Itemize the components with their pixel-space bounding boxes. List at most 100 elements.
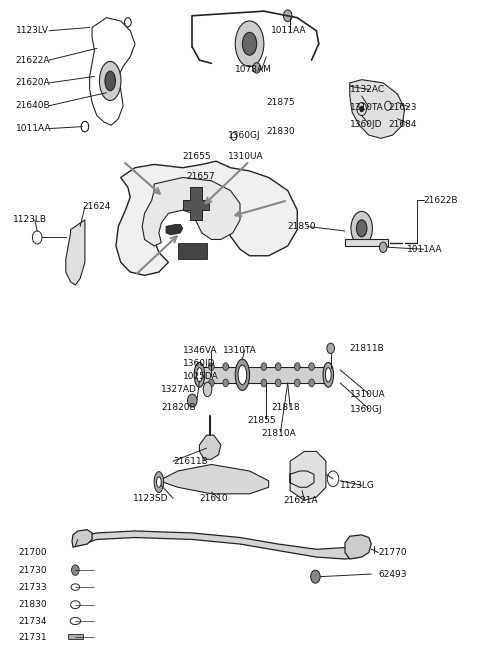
Text: 1123SD: 1123SD (132, 494, 168, 503)
Text: 21610: 21610 (199, 494, 228, 503)
Text: 21621A: 21621A (283, 496, 318, 505)
Bar (178, 243, 206, 259)
Circle shape (261, 379, 267, 387)
Circle shape (283, 10, 292, 22)
Text: 21655: 21655 (183, 152, 211, 161)
Circle shape (253, 63, 261, 73)
Polygon shape (75, 531, 364, 559)
Ellipse shape (197, 367, 202, 382)
Text: 21820B: 21820B (161, 403, 196, 411)
Ellipse shape (238, 365, 247, 384)
Text: 1123LV: 1123LV (16, 26, 48, 35)
Text: 21622B: 21622B (424, 196, 458, 205)
Text: 1025DA: 1025DA (183, 372, 218, 381)
Ellipse shape (357, 220, 367, 237)
Ellipse shape (235, 21, 264, 67)
Text: 21620A: 21620A (16, 79, 50, 87)
Polygon shape (345, 535, 371, 559)
Text: 1327AD: 1327AD (161, 385, 197, 394)
Text: 1011AA: 1011AA (407, 245, 443, 253)
Polygon shape (199, 435, 221, 459)
Ellipse shape (156, 477, 161, 487)
Ellipse shape (235, 359, 250, 390)
Polygon shape (159, 464, 269, 494)
Text: 1011AA: 1011AA (16, 124, 51, 133)
Text: 21731: 21731 (18, 633, 47, 642)
Text: 21657: 21657 (187, 172, 215, 181)
Ellipse shape (99, 62, 121, 100)
Ellipse shape (203, 383, 212, 397)
Text: 21830: 21830 (266, 127, 295, 136)
Circle shape (124, 18, 131, 27)
Text: 1310UA: 1310UA (228, 152, 264, 161)
Circle shape (379, 242, 387, 252)
Text: 1360GJ: 1360GJ (228, 130, 261, 140)
Text: 1123LB: 1123LB (13, 215, 48, 225)
Text: 1360GJ: 1360GJ (350, 405, 383, 413)
Text: 21818: 21818 (271, 403, 300, 411)
Circle shape (231, 132, 237, 140)
Polygon shape (116, 161, 297, 275)
Circle shape (294, 363, 300, 371)
Polygon shape (166, 225, 183, 235)
Circle shape (309, 363, 314, 371)
Polygon shape (183, 187, 209, 220)
Polygon shape (345, 240, 388, 246)
Ellipse shape (325, 367, 331, 382)
Bar (199, 367, 328, 383)
Circle shape (33, 231, 42, 244)
Circle shape (261, 363, 267, 371)
Circle shape (188, 394, 197, 407)
Text: 1310TA: 1310TA (350, 103, 384, 111)
Text: 1132AC: 1132AC (350, 85, 385, 94)
Text: 1310TA: 1310TA (223, 346, 257, 355)
Ellipse shape (154, 472, 164, 493)
Circle shape (311, 570, 320, 583)
Text: 21622A: 21622A (16, 56, 50, 65)
Text: 1123LG: 1123LG (340, 481, 375, 490)
Ellipse shape (351, 212, 372, 246)
Ellipse shape (105, 71, 116, 91)
Text: 21623: 21623 (388, 103, 417, 111)
Circle shape (223, 379, 228, 387)
Text: 21770: 21770 (378, 548, 407, 557)
Polygon shape (142, 178, 240, 246)
Circle shape (327, 343, 335, 354)
Circle shape (327, 471, 339, 487)
Polygon shape (72, 530, 92, 548)
Polygon shape (350, 80, 405, 138)
Text: 21810A: 21810A (262, 428, 296, 438)
Text: 21700: 21700 (18, 548, 47, 557)
Circle shape (360, 105, 364, 112)
Text: 21640B: 21640B (16, 102, 50, 110)
Circle shape (208, 379, 214, 387)
Circle shape (294, 379, 300, 387)
Text: 21684: 21684 (388, 119, 417, 128)
Polygon shape (290, 451, 326, 500)
Text: 21624: 21624 (83, 202, 111, 212)
Text: 1360JD: 1360JD (350, 119, 382, 128)
Bar (68, 634, 83, 639)
Text: 1078AM: 1078AM (235, 66, 272, 75)
Text: 62493: 62493 (378, 570, 407, 578)
Text: 21830: 21830 (18, 600, 47, 609)
Ellipse shape (194, 362, 204, 387)
Text: 21730: 21730 (18, 566, 47, 574)
Text: 21811B: 21811B (350, 344, 384, 353)
Circle shape (276, 379, 281, 387)
Text: 1360JD: 1360JD (183, 359, 215, 368)
Circle shape (81, 121, 89, 132)
Circle shape (208, 363, 214, 371)
Circle shape (309, 379, 314, 387)
Text: 1011AA: 1011AA (271, 26, 307, 35)
Polygon shape (66, 220, 85, 285)
Text: 21855: 21855 (247, 416, 276, 424)
Text: 21875: 21875 (266, 98, 295, 107)
Circle shape (72, 565, 79, 575)
Text: 1310UA: 1310UA (350, 390, 385, 398)
Ellipse shape (242, 32, 257, 55)
Text: 21733: 21733 (18, 582, 47, 591)
Text: 1346VA: 1346VA (183, 346, 217, 355)
Ellipse shape (323, 362, 334, 387)
Text: 21734: 21734 (18, 616, 47, 626)
